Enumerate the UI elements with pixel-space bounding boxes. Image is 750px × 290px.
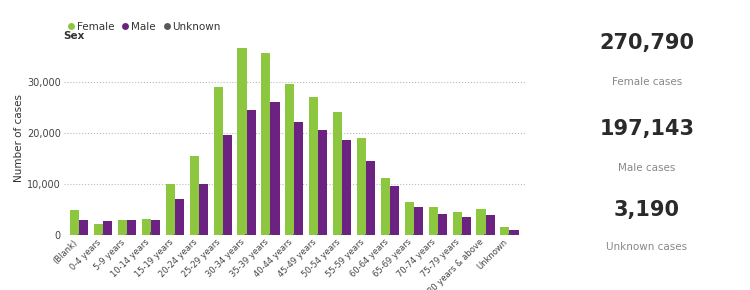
Bar (365, 234, 368, 235)
Text: Male cases: Male cases (618, 163, 676, 173)
Bar (485, 215, 495, 235)
Bar (295, 122, 304, 235)
Bar (476, 209, 485, 235)
Text: Cumulative cases by age and sex: Cumulative cases by age and sex (4, 10, 224, 23)
Bar (126, 234, 128, 235)
Bar (500, 227, 509, 235)
Bar (271, 102, 280, 235)
Bar (436, 234, 439, 235)
Text: 3,190: 3,190 (614, 200, 680, 220)
Bar (509, 230, 518, 235)
Y-axis label: Number of cases: Number of cases (14, 94, 24, 182)
Bar (333, 112, 342, 235)
Bar (293, 234, 296, 235)
Bar (460, 234, 463, 235)
Bar (198, 234, 200, 235)
Bar (462, 217, 471, 235)
Text: Sex: Sex (64, 31, 85, 41)
Bar (390, 186, 399, 235)
Bar (199, 184, 208, 235)
Bar (484, 234, 487, 235)
Text: Female cases: Female cases (612, 77, 682, 87)
Bar (317, 234, 320, 235)
Bar (223, 135, 232, 235)
Bar (245, 234, 248, 235)
Bar (70, 210, 80, 235)
Bar (94, 224, 104, 235)
Bar (118, 220, 127, 235)
Bar (388, 234, 391, 235)
Bar (127, 220, 136, 235)
Bar (318, 130, 327, 235)
Text: 197,143: 197,143 (599, 119, 694, 139)
Bar (342, 140, 351, 235)
Bar (151, 220, 160, 235)
Bar (142, 219, 151, 235)
Bar (414, 207, 423, 235)
Bar (357, 138, 366, 235)
Bar (174, 234, 176, 235)
Bar (190, 156, 199, 235)
Text: Unknown cases: Unknown cases (606, 242, 688, 251)
Bar (150, 232, 152, 235)
Bar (381, 178, 390, 235)
Bar (104, 221, 112, 235)
Bar (78, 234, 80, 235)
Bar (262, 53, 271, 235)
Bar (341, 234, 344, 235)
Bar (309, 97, 318, 235)
Bar (366, 161, 375, 235)
Bar (238, 48, 247, 235)
Text: 270,790: 270,790 (599, 33, 694, 53)
Bar (247, 110, 256, 235)
Bar (429, 207, 438, 235)
Bar (166, 184, 175, 235)
Bar (509, 234, 511, 235)
Bar (405, 202, 414, 235)
Bar (438, 214, 447, 235)
Bar (413, 234, 415, 235)
Bar (214, 87, 223, 235)
Bar (80, 220, 88, 235)
Bar (102, 234, 104, 235)
Bar (175, 199, 184, 235)
Bar (285, 84, 295, 235)
Bar (221, 234, 224, 235)
Legend: Female, Male, Unknown: Female, Male, Unknown (64, 18, 225, 36)
Bar (269, 234, 272, 235)
Bar (452, 212, 462, 235)
